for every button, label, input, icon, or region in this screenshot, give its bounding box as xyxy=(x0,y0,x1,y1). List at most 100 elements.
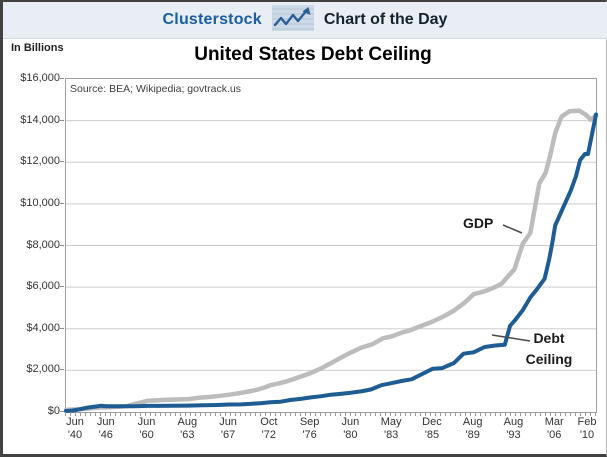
x-minor-tick-mark xyxy=(490,412,491,416)
x-minor-tick-mark xyxy=(400,412,401,416)
x-minor-tick-mark xyxy=(175,412,176,416)
y-tick-label: $2,000 xyxy=(26,363,60,376)
x-minor-tick-mark xyxy=(355,412,356,416)
x-minor-tick-mark xyxy=(270,412,271,416)
x-minor-tick-mark xyxy=(440,412,441,416)
x-minor-tick-mark xyxy=(330,412,331,416)
x-minor-tick-mark xyxy=(70,412,71,416)
x-minor-tick-mark xyxy=(130,412,131,416)
x-minor-tick-mark xyxy=(255,412,256,416)
y-tick-label: $12,000 xyxy=(20,155,60,168)
x-minor-tick-mark xyxy=(395,412,396,416)
x-minor-tick-mark xyxy=(430,412,431,416)
y-tick-label: $4,000 xyxy=(26,321,60,334)
x-minor-tick-mark xyxy=(250,412,251,416)
plot-area xyxy=(63,78,599,413)
line-chart-icon xyxy=(271,4,314,36)
x-minor-tick-mark xyxy=(75,412,76,416)
x-minor-tick-mark xyxy=(555,412,556,416)
x-minor-tick-mark xyxy=(495,412,496,416)
x-minor-tick-mark xyxy=(220,412,221,416)
x-minor-tick-mark xyxy=(385,412,386,416)
x-minor-tick-mark xyxy=(470,412,471,416)
x-minor-tick-mark xyxy=(105,412,106,416)
x-minor-tick-mark xyxy=(325,412,326,416)
x-minor-tick-mark xyxy=(460,412,461,416)
x-tick-label: Jun '67 xyxy=(219,416,237,441)
x-minor-tick-mark xyxy=(280,412,281,416)
y-tick-label: $16,000 xyxy=(20,72,60,84)
x-minor-tick-mark xyxy=(575,412,576,416)
x-minor-tick-mark xyxy=(375,412,376,416)
x-minor-tick-mark xyxy=(125,412,126,416)
y-tick-label: $10,000 xyxy=(20,196,60,209)
x-minor-tick-mark xyxy=(290,412,291,416)
x-minor-tick-mark xyxy=(150,412,151,416)
brand-logo-text: Clusterstock xyxy=(162,11,262,28)
y-tick-label: $14,000 xyxy=(20,113,60,126)
x-minor-tick-mark xyxy=(140,412,141,416)
x-tick-label: May '83 xyxy=(380,416,402,441)
x-minor-tick-mark xyxy=(560,412,561,416)
x-minor-tick-mark xyxy=(475,412,476,416)
x-minor-tick-mark xyxy=(415,412,416,416)
y-tick-mark xyxy=(60,327,64,329)
x-minor-tick-mark xyxy=(530,412,531,416)
x-minor-tick-mark xyxy=(65,412,66,416)
x-tick-label: Oct '72 xyxy=(260,416,278,441)
x-tick-label: Sep '76 xyxy=(299,416,320,441)
x-tick-label: Mar '06 xyxy=(544,416,564,441)
x-minor-tick-mark xyxy=(595,412,596,416)
x-minor-tick-mark xyxy=(145,412,146,416)
y-tick-mark xyxy=(60,78,64,79)
x-minor-tick-mark xyxy=(120,412,121,416)
x-tick-label: Jun '40 xyxy=(66,416,84,441)
x-minor-tick-mark xyxy=(195,412,196,416)
x-minor-tick-mark xyxy=(320,412,321,416)
x-minor-tick-mark xyxy=(445,412,446,416)
x-minor-tick-mark xyxy=(90,412,91,416)
header-title: Chart of the Day xyxy=(323,11,448,28)
x-minor-tick-mark xyxy=(215,412,216,416)
x-minor-tick-mark xyxy=(100,412,101,416)
x-minor-tick-mark xyxy=(390,412,391,416)
x-minor-tick-mark xyxy=(80,412,81,416)
x-minor-tick-mark xyxy=(235,412,236,416)
x-minor-tick-mark xyxy=(155,412,156,416)
x-minor-tick-mark xyxy=(350,412,351,416)
x-tick-label: Aug '63 xyxy=(177,416,198,441)
y-tick-mark xyxy=(60,244,64,246)
x-minor-tick-mark xyxy=(185,412,186,416)
x-minor-tick-mark xyxy=(420,412,421,416)
x-minor-tick-mark xyxy=(170,412,171,416)
x-minor-tick-mark xyxy=(115,412,116,416)
x-minor-tick-mark xyxy=(160,412,161,416)
x-tick-label: Dec '85 xyxy=(422,416,442,441)
x-minor-tick-mark xyxy=(360,412,361,416)
x-minor-tick-mark xyxy=(450,412,451,416)
x-minor-tick-mark xyxy=(455,412,456,416)
x-minor-tick-mark xyxy=(540,412,541,416)
x-minor-tick-mark xyxy=(340,412,341,416)
y-tick-mark xyxy=(60,119,64,121)
y-tick-mark xyxy=(60,411,64,412)
x-minor-tick-mark xyxy=(275,412,276,416)
debt-ceiling-annotation-label: Debt Ceiling xyxy=(525,330,573,367)
x-minor-tick-mark xyxy=(580,412,581,416)
x-minor-tick-mark xyxy=(370,412,371,416)
gdp-annotation-label: GDP xyxy=(463,215,494,231)
x-tick-label: Feb '10 xyxy=(577,416,597,441)
x-minor-tick-mark xyxy=(365,412,366,416)
x-minor-tick-mark xyxy=(510,412,511,416)
y-tick-label: $6,000 xyxy=(26,280,60,293)
x-minor-tick-mark xyxy=(425,412,426,416)
x-tick-label: Jun '80 xyxy=(341,416,360,441)
x-minor-tick-mark xyxy=(245,412,246,416)
x-minor-tick-mark xyxy=(520,412,521,416)
x-minor-tick-mark xyxy=(465,412,466,416)
x-minor-tick-mark xyxy=(485,412,486,416)
x-minor-tick-mark xyxy=(85,412,86,416)
x-minor-tick-mark xyxy=(550,412,551,416)
x-minor-tick-mark xyxy=(225,412,226,416)
x-minor-tick-mark xyxy=(525,412,526,416)
